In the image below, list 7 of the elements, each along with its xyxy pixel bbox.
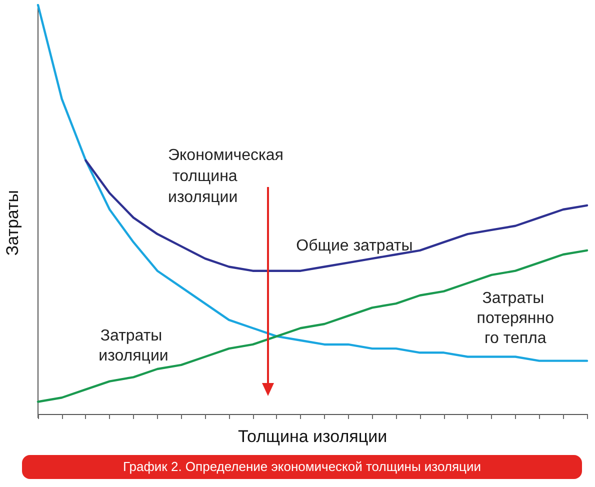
annotation: Экономическая толщина изоляции <box>168 147 284 206</box>
series-label: Затраты изоляции <box>98 328 168 365</box>
text: График 2. Определение экономической толщины изоляции <box>22 455 582 479</box>
series-label: Общие затраты <box>296 237 413 254</box>
series-label: Затраты потерянного тепла <box>476 290 554 348</box>
y-axis-title: Затраты <box>3 190 22 256</box>
x-axis-title: Толщина изоляции <box>238 427 388 446</box>
